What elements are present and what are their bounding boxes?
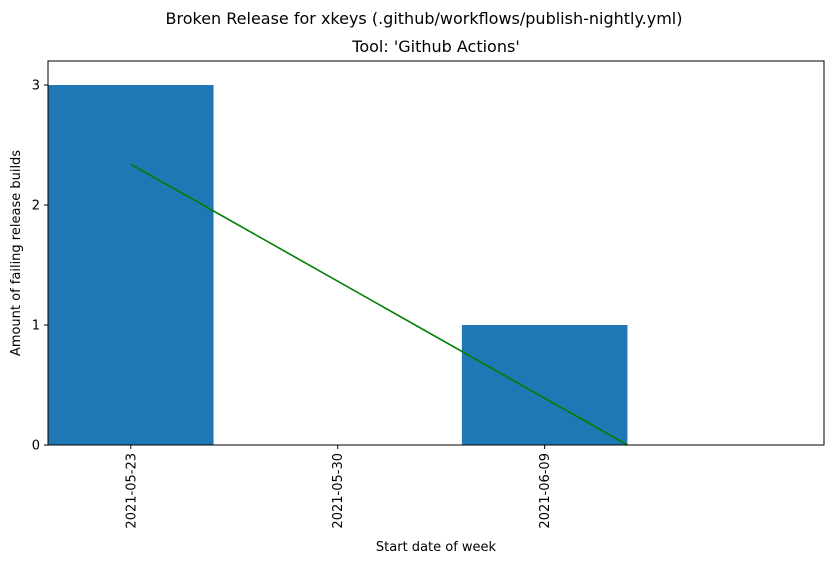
y-tick-label-1: 1 — [32, 319, 40, 334]
y-tick-label-3: 3 — [32, 79, 40, 94]
x-tick-label-2021-06-09: 2021-06-09 — [538, 453, 553, 529]
y-tick-label-0: 0 — [32, 439, 40, 454]
x-axis-label: Start date of week — [376, 540, 497, 555]
x-axis: 2021-05-23 2021-05-30 2021-06-09 — [124, 445, 553, 529]
chart-title: Tool: 'Github Actions' — [351, 37, 519, 56]
chart-suptitle: Broken Release for xkeys (.github/workfl… — [166, 9, 683, 28]
y-axis: 0 1 2 3 — [32, 79, 48, 454]
y-tick-label-2: 2 — [32, 199, 40, 214]
bar-2021-05-23 — [48, 85, 214, 445]
plot-area-frame — [47, 60, 825, 446]
x-tick-label-2021-05-30: 2021-05-30 — [331, 453, 346, 529]
x-tick-label-2021-05-23: 2021-05-23 — [124, 453, 139, 529]
bars-group — [48, 85, 628, 445]
y-axis-label: Amount of failing release builds — [9, 150, 24, 356]
bar-2021-06-09 — [461, 325, 628, 445]
trendline-group — [130, 163, 628, 446]
trendline — [130, 163, 628, 446]
